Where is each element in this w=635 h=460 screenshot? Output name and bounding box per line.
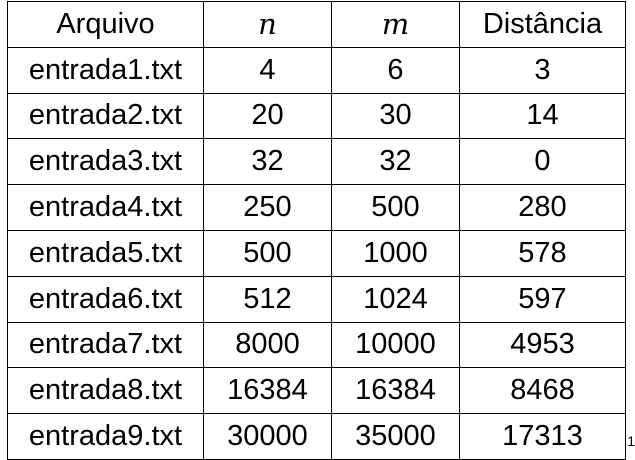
cell-distance: 597 xyxy=(459,275,626,323)
cell-n: 32 xyxy=(203,138,332,186)
header-m: m xyxy=(331,1,460,48)
table-row: entrada2.txt 20 30 14 xyxy=(7,92,626,140)
table-row: entrada1.txt 4 6 3 xyxy=(7,46,626,94)
cell-file: entrada9.txt xyxy=(7,413,204,460)
results-table: Arquivo n m Distância entrada1.txt 4 6 3… xyxy=(7,1,626,460)
cell-m: 1000 xyxy=(331,229,460,277)
cell-m: 35000 xyxy=(331,413,460,460)
cell-distance: 0 xyxy=(459,138,626,186)
cell-m: 1024 xyxy=(331,275,460,323)
cell-file: entrada6.txt xyxy=(7,275,204,323)
cell-file: entrada2.txt xyxy=(7,92,204,140)
cell-distance: 17313 xyxy=(459,413,626,460)
header-row: Arquivo n m Distância xyxy=(7,1,626,48)
cell-n: 16384 xyxy=(203,367,332,415)
table-row: entrada7.txt 8000 10000 4953 xyxy=(7,321,626,369)
cell-distance: 4953 xyxy=(459,321,626,369)
cell-n: 30000 xyxy=(203,413,332,460)
table-row: entrada6.txt 512 1024 597 xyxy=(7,275,626,323)
cell-m: 500 xyxy=(331,184,460,231)
cell-distance: 280 xyxy=(459,184,626,231)
cell-n: 20 xyxy=(203,92,332,140)
cell-distance: 578 xyxy=(459,229,626,277)
cell-n: 4 xyxy=(203,46,332,94)
cell-m: 10000 xyxy=(331,321,460,369)
cell-file: entrada5.txt xyxy=(7,229,204,277)
cell-n: 512 xyxy=(203,275,332,323)
cell-m: 32 xyxy=(331,138,460,186)
cell-file: entrada7.txt xyxy=(7,321,204,369)
table-row: entrada4.txt 250 500 280 xyxy=(7,184,626,231)
cell-distance: 8468 xyxy=(459,367,626,415)
table-body: entrada1.txt 4 6 3 entrada2.txt 20 30 14… xyxy=(7,46,626,460)
header-distance: Distância xyxy=(459,1,626,48)
cell-file: entrada3.txt xyxy=(7,138,204,186)
cell-n: 8000 xyxy=(203,321,332,369)
header-n: n xyxy=(203,1,332,48)
cell-n: 250 xyxy=(203,184,332,231)
cell-m: 6 xyxy=(331,46,460,94)
cell-distance: 14 xyxy=(459,92,626,140)
cell-m: 16384 xyxy=(331,367,460,415)
cell-n: 500 xyxy=(203,229,332,277)
header-file: Arquivo xyxy=(7,1,204,48)
table-row: entrada3.txt 32 32 0 xyxy=(7,138,626,186)
cell-file: entrada1.txt xyxy=(7,46,204,94)
cell-file: entrada8.txt xyxy=(7,367,204,415)
cell-file: entrada4.txt xyxy=(7,184,204,231)
edge-text-fragment: 1 xyxy=(627,433,635,449)
table-header: Arquivo n m Distância xyxy=(7,1,626,48)
cell-m: 30 xyxy=(331,92,460,140)
table-row: entrada8.txt 16384 16384 8468 xyxy=(7,367,626,415)
cell-distance: 3 xyxy=(459,46,626,94)
table-row: entrada5.txt 500 1000 578 xyxy=(7,229,626,277)
table-row: entrada9.txt 30000 35000 17313 xyxy=(7,413,626,460)
